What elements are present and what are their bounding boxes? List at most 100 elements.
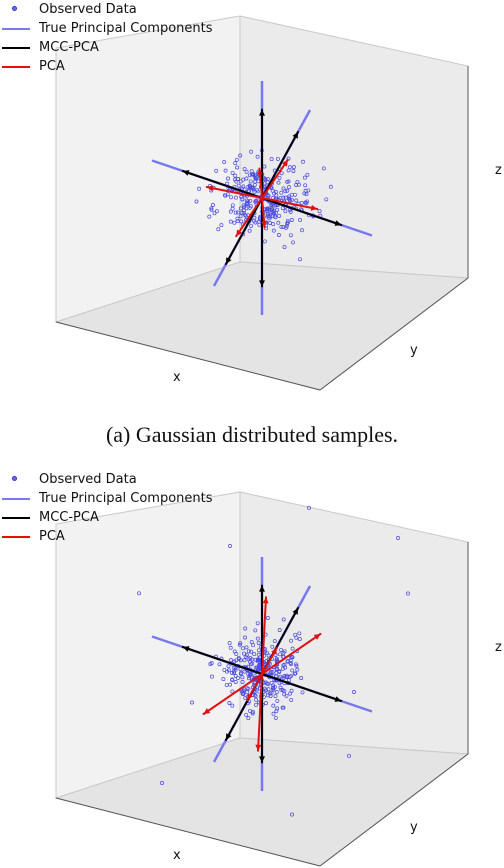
outlier-point <box>396 536 400 540</box>
data-point <box>265 681 270 686</box>
data-point <box>266 193 271 198</box>
data-point <box>241 210 246 215</box>
data-point <box>222 193 227 198</box>
data-point <box>238 214 243 219</box>
data-point <box>243 635 247 640</box>
data-point <box>297 631 302 636</box>
legend-label: PCA <box>39 59 65 74</box>
data-point <box>272 213 277 218</box>
data-point <box>285 188 290 193</box>
y-axis-line <box>319 753 469 867</box>
pca-vector <box>261 633 322 675</box>
data-point <box>244 712 249 717</box>
data-point <box>302 191 307 196</box>
data-point <box>288 233 293 238</box>
data-point <box>242 212 247 217</box>
data-point <box>241 184 246 189</box>
data-point <box>214 168 219 173</box>
data-point <box>291 165 296 169</box>
data-point <box>266 653 271 658</box>
data-point <box>268 214 273 219</box>
outlier-point <box>137 591 141 596</box>
data-point <box>273 215 278 220</box>
outlier-point <box>228 544 232 548</box>
data-point <box>280 688 285 693</box>
x-axis-line <box>55 321 321 391</box>
data-point <box>235 216 240 221</box>
mcc-pca-vector-head <box>292 132 298 139</box>
data-point <box>248 198 253 203</box>
data-point <box>229 658 233 663</box>
data-point <box>209 661 214 666</box>
data-point <box>277 670 282 674</box>
data-point <box>279 647 284 652</box>
data-point <box>250 172 254 177</box>
data-point <box>273 694 278 699</box>
data-point <box>276 180 281 185</box>
data-point <box>302 175 307 180</box>
pca-vector-head <box>206 185 214 192</box>
data-point <box>240 675 245 680</box>
data-point <box>233 195 238 200</box>
data-point <box>230 703 235 708</box>
mcc-pca-vector-head <box>182 646 190 652</box>
data-point <box>257 667 262 672</box>
data-point <box>282 662 287 667</box>
data-point <box>304 201 309 206</box>
data-point <box>238 153 243 158</box>
data-point <box>272 209 276 214</box>
data-point <box>281 654 286 659</box>
data-point <box>251 172 256 177</box>
data-point <box>238 206 243 211</box>
marker-icon <box>12 476 17 481</box>
marker-icon <box>12 6 17 11</box>
data-point <box>230 170 235 175</box>
data-point <box>245 686 250 691</box>
data-point <box>283 189 288 194</box>
data-point <box>268 694 273 698</box>
data-point <box>278 685 283 690</box>
data-point <box>277 213 282 218</box>
data-point <box>290 655 294 659</box>
data-point <box>294 198 299 203</box>
data-point <box>221 677 226 682</box>
back-right-pane <box>239 491 469 755</box>
data-point <box>242 167 247 172</box>
y-axis-label: y <box>410 820 418 835</box>
x-axis-label: x <box>173 370 181 385</box>
data-point <box>230 671 235 675</box>
data-point <box>251 643 256 648</box>
data-point <box>244 169 249 174</box>
data-point <box>273 715 278 720</box>
data-point <box>230 689 235 694</box>
pca-vector-head <box>256 168 263 175</box>
data-point <box>272 191 277 196</box>
data-point <box>236 657 241 661</box>
data-point <box>242 208 247 213</box>
data-point <box>246 184 251 189</box>
line-icon <box>2 536 30 538</box>
data-point <box>246 716 251 721</box>
data-point <box>194 199 199 204</box>
data-point <box>238 671 243 676</box>
data-point <box>217 662 222 667</box>
pca-vector <box>261 596 267 675</box>
mcc-pca-vector <box>181 646 263 675</box>
line-icon <box>2 517 30 519</box>
data-point <box>276 220 281 225</box>
data-point <box>268 691 273 696</box>
data-point <box>209 674 214 679</box>
data-point <box>272 639 277 644</box>
data-point <box>214 209 219 214</box>
data-point <box>253 199 258 203</box>
pca-vector-head <box>310 204 318 211</box>
data-point <box>254 176 259 181</box>
data-point <box>300 228 304 233</box>
data-point <box>226 176 230 181</box>
data-point <box>290 646 295 651</box>
data-point <box>281 666 285 671</box>
data-point <box>324 197 329 202</box>
data-point <box>233 173 238 178</box>
data-point <box>271 711 276 716</box>
data-point <box>275 706 280 711</box>
